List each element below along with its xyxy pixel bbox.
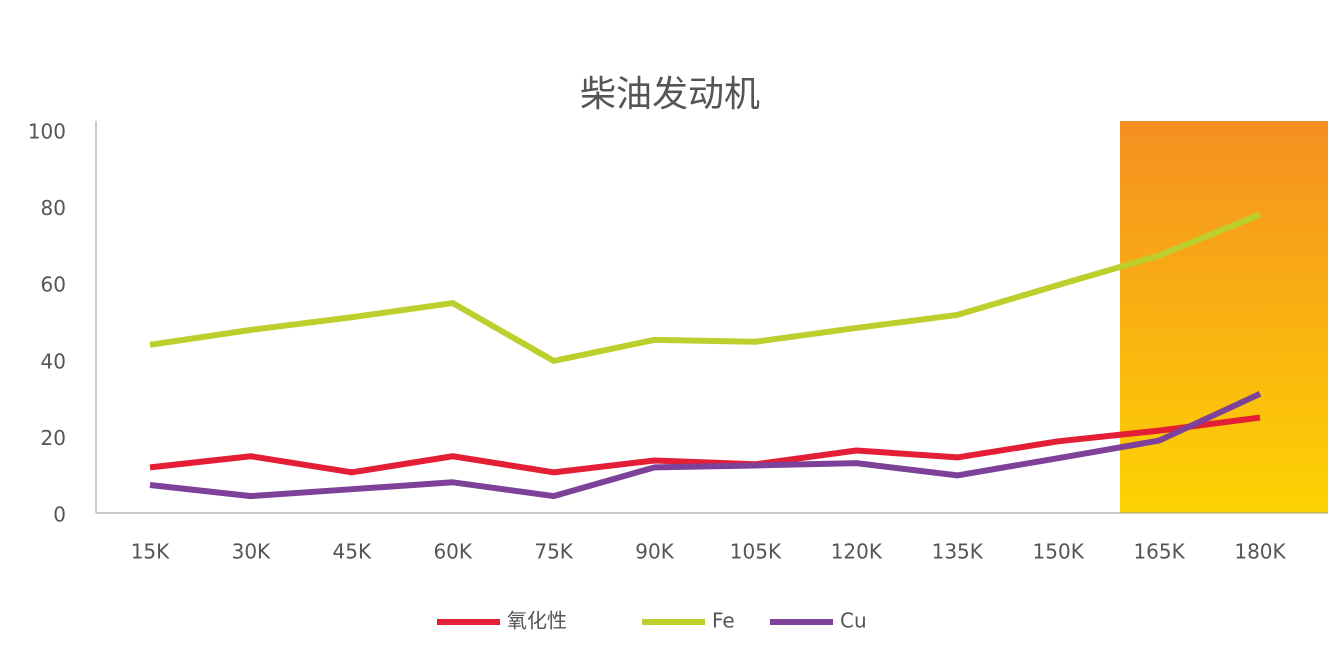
x-tick-label: 120K xyxy=(831,540,883,564)
chart-title: 柴油发动机 xyxy=(580,74,760,115)
y-tick-label: 20 xyxy=(41,426,66,450)
x-tick-label: 15K xyxy=(131,540,170,564)
y-tick-label: 0 xyxy=(53,503,66,527)
y-tick-label: 40 xyxy=(41,349,66,373)
series-line xyxy=(149,391,1262,500)
x-tick-label: 60K xyxy=(433,540,472,564)
series-line xyxy=(149,211,1262,364)
x-tick-label: 150K xyxy=(1033,540,1085,564)
y-tick-label: 60 xyxy=(41,273,66,297)
highlight-region xyxy=(1120,121,1328,513)
x-tick-label: 30K xyxy=(232,540,271,564)
x-tick-label: 135K xyxy=(932,540,984,564)
y-tick-label: 80 xyxy=(41,196,66,220)
x-tick-label: 165K xyxy=(1133,540,1185,564)
legend-label: Cu xyxy=(840,609,867,633)
x-tick-label: 45K xyxy=(333,540,372,564)
x-tick-label: 75K xyxy=(534,540,573,564)
legend-label: 氧化性 xyxy=(507,609,567,633)
x-tick-label: 180K xyxy=(1234,540,1286,564)
y-tick-label: 100 xyxy=(28,120,66,144)
series-line xyxy=(149,414,1261,476)
x-tick-label: 105K xyxy=(730,540,782,564)
x-tick-label: 90K xyxy=(635,540,674,564)
legend-label: Fe xyxy=(712,609,735,633)
